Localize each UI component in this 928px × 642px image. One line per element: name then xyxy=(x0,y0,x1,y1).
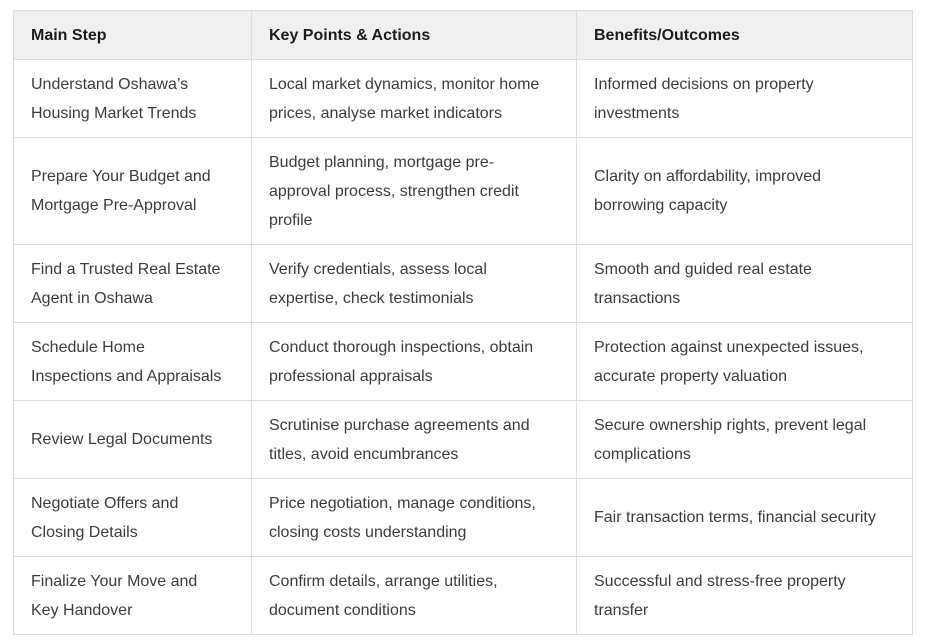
header-row: Main Step Key Points & Actions Benefits/… xyxy=(13,10,913,60)
table-row: Understand Oshawa’s Housing Market Trend… xyxy=(13,59,913,138)
column-header-benefits: Benefits/Outcomes xyxy=(576,10,913,60)
cell-key-points: Local market dynamics, monitor home pric… xyxy=(251,59,577,138)
cell-key-points: Confirm details, arrange utilities, docu… xyxy=(251,556,577,635)
cell-main-step: Understand Oshawa’s Housing Market Trend… xyxy=(13,59,252,138)
cell-main-step: Find a Trusted Real Estate Agent in Osha… xyxy=(13,244,252,323)
cell-main-step: Prepare Your Budget and Mortgage Pre-App… xyxy=(13,137,252,245)
table-header: Main Step Key Points & Actions Benefits/… xyxy=(13,10,913,60)
table-row: Prepare Your Budget and Mortgage Pre-App… xyxy=(13,137,913,245)
column-header-key-points: Key Points & Actions xyxy=(251,10,577,60)
cell-key-points: Scrutinise purchase agreements and title… xyxy=(251,400,577,479)
cell-key-points: Conduct thorough inspections, obtain pro… xyxy=(251,322,577,401)
table-row: Review Legal Documents Scrutinise purcha… xyxy=(13,400,913,479)
cell-benefits: Smooth and guided real estate transactio… xyxy=(576,244,913,323)
cell-benefits: Secure ownership rights, prevent legal c… xyxy=(576,400,913,479)
cell-main-step: Negotiate Offers and Closing Details xyxy=(13,478,252,557)
table-row: Negotiate Offers and Closing Details Pri… xyxy=(13,478,913,557)
table-body: Understand Oshawa’s Housing Market Trend… xyxy=(13,59,913,635)
cell-benefits: Informed decisions on property investmen… xyxy=(576,59,913,138)
cell-benefits: Protection against unexpected issues, ac… xyxy=(576,322,913,401)
cell-main-step: Review Legal Documents xyxy=(13,400,252,479)
cell-benefits: Clarity on affordability, improved borro… xyxy=(576,137,913,245)
cell-key-points: Price negotiation, manage conditions, cl… xyxy=(251,478,577,557)
cell-main-step: Schedule Home Inspections and Appraisals xyxy=(13,322,252,401)
cell-benefits: Fair transaction terms, financial securi… xyxy=(576,478,913,557)
cell-main-step: Finalize Your Move and Key Handover xyxy=(13,556,252,635)
table-row: Schedule Home Inspections and Appraisals… xyxy=(13,322,913,401)
home-buying-steps-table: Main Step Key Points & Actions Benefits/… xyxy=(13,10,913,635)
table-row: Finalize Your Move and Key Handover Conf… xyxy=(13,556,913,635)
cell-key-points: Verify credentials, assess local experti… xyxy=(251,244,577,323)
cell-key-points: Budget planning, mortgage pre- approval … xyxy=(251,137,577,245)
column-header-main-step: Main Step xyxy=(13,10,252,60)
cell-benefits: Successful and stress-free property tran… xyxy=(576,556,913,635)
table-row: Find a Trusted Real Estate Agent in Osha… xyxy=(13,244,913,323)
